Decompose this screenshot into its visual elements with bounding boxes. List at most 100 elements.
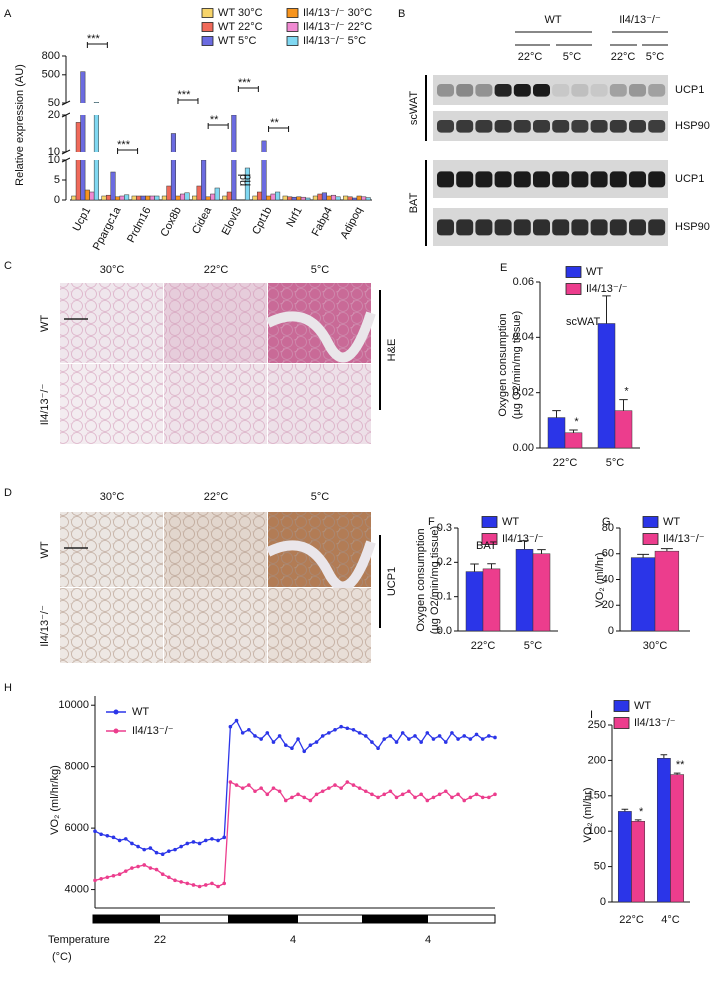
data-point — [283, 798, 288, 803]
legend-swatch — [286, 22, 299, 32]
row-label: Il4/13⁻/⁻ — [39, 384, 51, 426]
annotation: ** — [270, 117, 279, 129]
y-tick-label: 100 — [588, 825, 606, 837]
x-axis-label: Temperature — [48, 934, 110, 946]
data-point — [265, 792, 270, 797]
column-label: 22°C — [204, 264, 229, 276]
bar — [196, 185, 202, 201]
x-tick-label: 30°C — [643, 640, 668, 652]
data-point — [407, 789, 411, 794]
bar — [296, 196, 302, 201]
bar — [317, 193, 323, 201]
legend-swatch — [481, 533, 498, 545]
significance-bracket — [207, 123, 229, 129]
data-point — [462, 734, 467, 738]
bar — [482, 568, 501, 632]
y-tick-label: 6000 — [65, 822, 89, 834]
bar — [80, 71, 86, 201]
bar — [89, 191, 95, 201]
data-point — [253, 789, 257, 794]
blot-strip — [433, 75, 668, 105]
error-bar — [602, 295, 611, 324]
y-tick-label: 0.02 — [513, 387, 534, 399]
data-point — [228, 780, 233, 784]
data-point — [222, 835, 227, 840]
legend-swatch — [286, 36, 299, 46]
axis-break-gap — [70, 103, 372, 115]
data-point — [191, 883, 196, 887]
data-point — [99, 832, 103, 837]
error-bar — [520, 540, 529, 550]
significance-bracket — [177, 98, 199, 104]
legend-swatch — [201, 36, 214, 46]
blot-band — [648, 171, 666, 188]
y-tick-label: 200 — [588, 754, 606, 766]
data-point — [413, 795, 417, 800]
data-point — [425, 798, 430, 803]
x-tick-label: Fabp4 — [310, 205, 335, 238]
blot-band — [513, 84, 531, 97]
legend-label: WT — [502, 516, 519, 528]
column-label: 22°C — [204, 491, 229, 503]
column-label: 5°C — [311, 491, 330, 503]
group-label: Il4/13⁻/⁻ — [619, 14, 661, 26]
blot-band — [533, 84, 550, 97]
data-point — [382, 792, 387, 797]
bar — [140, 195, 146, 201]
column-label: 5°C — [311, 264, 330, 276]
blot-band — [609, 219, 627, 236]
bar — [214, 187, 220, 201]
bar — [154, 195, 160, 201]
protein-label: HSP90 — [675, 120, 710, 132]
data-point — [363, 734, 368, 738]
data-point — [456, 737, 460, 741]
histology-texture — [60, 364, 163, 444]
data-point — [142, 863, 147, 867]
y-tick-label: 500 — [42, 69, 60, 81]
data-point — [277, 789, 282, 794]
bar — [532, 553, 551, 632]
panel-letter: D — [4, 487, 12, 499]
data-point — [191, 840, 196, 844]
error-bar — [621, 808, 629, 812]
bar — [282, 195, 288, 201]
bar — [670, 774, 685, 903]
blot-band — [475, 171, 493, 188]
data-point — [388, 734, 393, 738]
data-point — [333, 727, 337, 732]
data-point — [474, 732, 479, 737]
bar — [631, 821, 646, 903]
x-tick-label: Nrf1 — [284, 205, 304, 229]
temperature-label: 22°C — [518, 51, 543, 63]
data-point — [437, 734, 442, 738]
y-axis-label: (µg O2/min/mg tissue) — [429, 526, 441, 634]
bar — [614, 410, 633, 449]
y-tick-label: 80 — [602, 522, 614, 534]
data-point — [142, 847, 147, 852]
bar — [326, 195, 332, 201]
data-point — [351, 727, 356, 732]
blot-band — [571, 219, 589, 236]
data-point — [283, 743, 288, 747]
bar — [564, 432, 583, 449]
blot-band — [437, 120, 454, 133]
y-tick-label: 0.0 — [437, 625, 452, 637]
histology-texture — [268, 364, 371, 444]
legend-label: WT — [132, 706, 149, 718]
data-point — [203, 883, 208, 887]
bar — [252, 195, 258, 201]
bar — [71, 195, 77, 201]
y-tick-label: 40 — [602, 573, 614, 585]
y-axis-label: (µg O2/min/mg tissue) — [511, 311, 523, 419]
data-point — [468, 737, 473, 741]
data-point — [468, 795, 473, 800]
bar — [256, 191, 263, 201]
legend-swatch — [642, 516, 659, 528]
legend-label: Il4/13⁻/⁻ 30°C — [303, 7, 372, 19]
temperature-label: 4 — [425, 934, 431, 946]
blot-band — [552, 171, 570, 188]
data-point — [148, 866, 153, 870]
data-point — [234, 783, 239, 787]
bar — [119, 195, 125, 201]
bar — [335, 196, 341, 201]
